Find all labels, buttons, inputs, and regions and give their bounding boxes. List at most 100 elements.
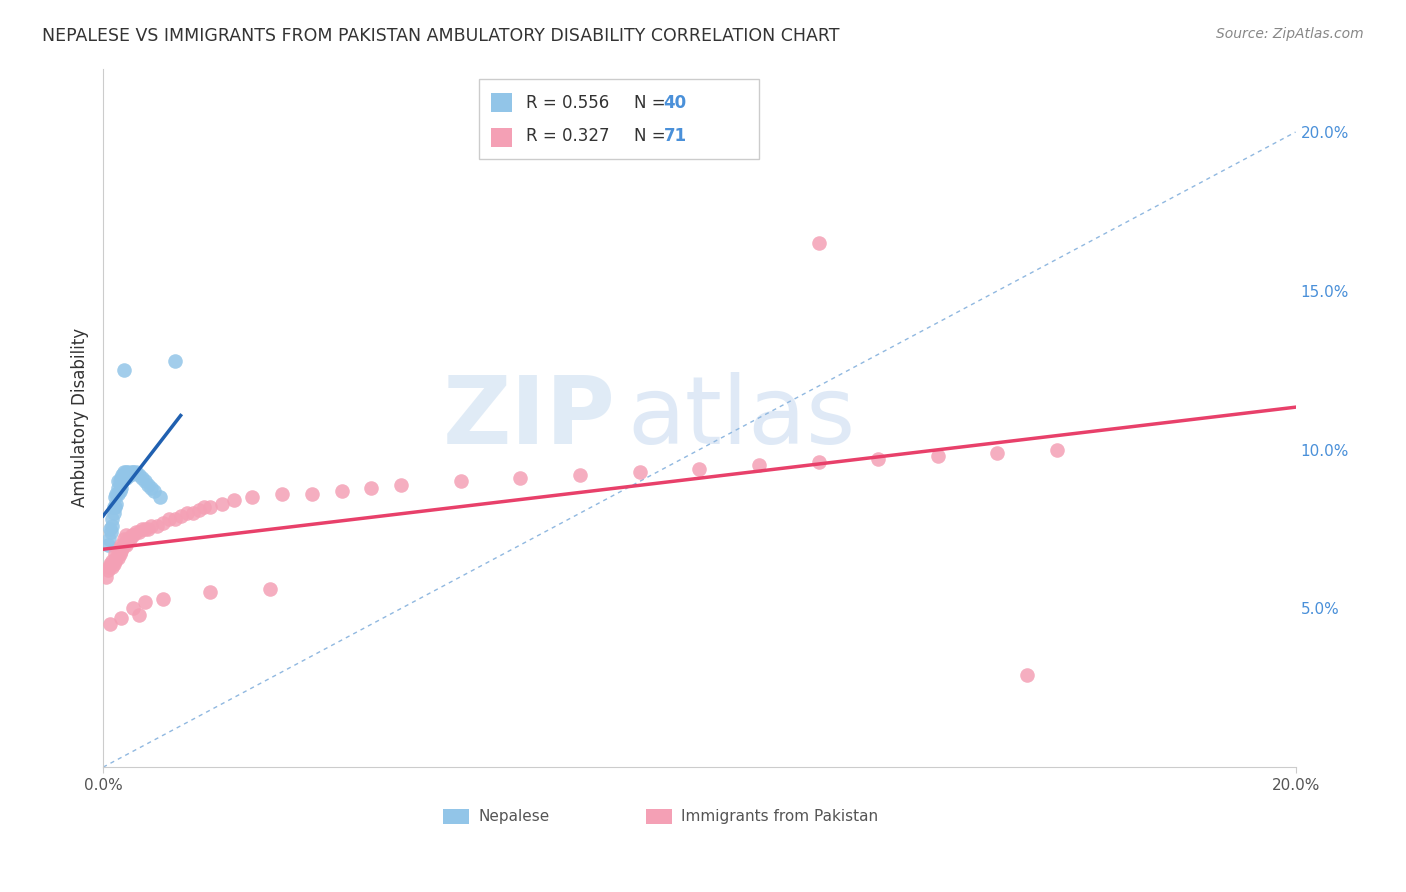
Point (136, 477, 159, 491)
Point (97, 538, 120, 552)
Point (200, 585, 222, 599)
Point (142, 483, 165, 498)
Point (134, 475, 156, 489)
Point (104, 554, 127, 568)
Point (107, 550, 129, 565)
Text: Nepalese: Nepalese (479, 808, 550, 823)
Point (108, 475, 131, 489)
Point (807, 236, 830, 251)
Point (125, 465, 148, 479)
Point (107, 544, 129, 558)
Point (103, 506, 125, 520)
Point (110, 611, 132, 625)
Point (569, 468, 592, 483)
Point (193, 500, 215, 514)
Point (131, 522, 153, 536)
Point (98, 560, 121, 574)
Point (187, 503, 209, 517)
Point (200, 500, 222, 514)
Point (389, 477, 412, 491)
Point (1046, 442, 1069, 457)
Point (149, 490, 172, 504)
Point (807, 455, 830, 469)
Point (103, 500, 125, 514)
Point (509, 471, 531, 485)
Text: Immigrants from Pakistan: Immigrants from Pakistan (682, 808, 879, 823)
Point (131, 471, 153, 485)
Point (111, 468, 134, 483)
Text: R = 0.556: R = 0.556 (526, 95, 610, 112)
Point (139, 518, 162, 533)
Text: Source: ZipAtlas.com: Source: ZipAtlas.com (1216, 27, 1364, 41)
Point (94, 569, 117, 583)
Point (101, 512, 124, 526)
Point (122, 528, 145, 542)
Point (211, 497, 233, 511)
Point (111, 475, 134, 489)
Point (986, 446, 1008, 460)
Point (100, 525, 122, 540)
Point (146, 518, 169, 533)
Point (111, 541, 134, 555)
Point (163, 512, 186, 526)
Point (108, 483, 131, 498)
FancyBboxPatch shape (443, 809, 470, 824)
Point (169, 509, 191, 524)
Point (688, 461, 710, 475)
Point (134, 595, 156, 609)
Point (98, 617, 121, 632)
Point (360, 481, 382, 495)
Point (110, 481, 132, 495)
Point (748, 458, 770, 473)
Point (108, 541, 131, 555)
Point (128, 607, 150, 622)
Point (98, 557, 121, 571)
Point (121, 528, 143, 542)
Text: NEPALESE VS IMMIGRANTS FROM PAKISTAN AMBULATORY DISABILITY CORRELATION CHART: NEPALESE VS IMMIGRANTS FROM PAKISTAN AMB… (42, 27, 839, 45)
Text: N =: N = (634, 95, 665, 112)
FancyBboxPatch shape (645, 809, 672, 824)
Point (110, 544, 132, 558)
Point (176, 506, 198, 520)
Point (105, 497, 128, 511)
Point (224, 493, 246, 508)
Point (107, 481, 129, 495)
Point (97, 563, 120, 577)
Point (157, 512, 180, 526)
Point (128, 525, 150, 540)
Point (118, 532, 141, 546)
Point (101, 518, 124, 533)
Point (104, 490, 127, 504)
Point (121, 465, 143, 479)
Point (136, 522, 159, 536)
Text: atlas: atlas (628, 372, 856, 464)
Point (112, 465, 135, 479)
Point (927, 449, 949, 463)
Point (122, 465, 145, 479)
Text: R = 0.327: R = 0.327 (526, 128, 610, 145)
Point (115, 468, 138, 483)
Point (128, 468, 150, 483)
Text: 71: 71 (664, 128, 686, 145)
Point (110, 538, 132, 552)
Text: 40: 40 (664, 95, 686, 112)
Point (107, 487, 129, 501)
Point (330, 483, 353, 498)
Point (117, 465, 139, 479)
Point (868, 452, 890, 467)
Point (101, 560, 124, 574)
FancyBboxPatch shape (491, 93, 512, 112)
Point (112, 532, 135, 546)
Y-axis label: Ambulatory Disability: Ambulatory Disability (72, 328, 89, 508)
Point (125, 525, 148, 540)
Point (152, 591, 174, 606)
Point (181, 506, 204, 520)
FancyBboxPatch shape (479, 79, 759, 160)
Point (628, 465, 651, 479)
Point (101, 554, 124, 568)
Point (163, 353, 186, 368)
Point (114, 538, 136, 552)
Point (259, 582, 281, 597)
Point (301, 487, 323, 501)
Point (108, 548, 131, 562)
